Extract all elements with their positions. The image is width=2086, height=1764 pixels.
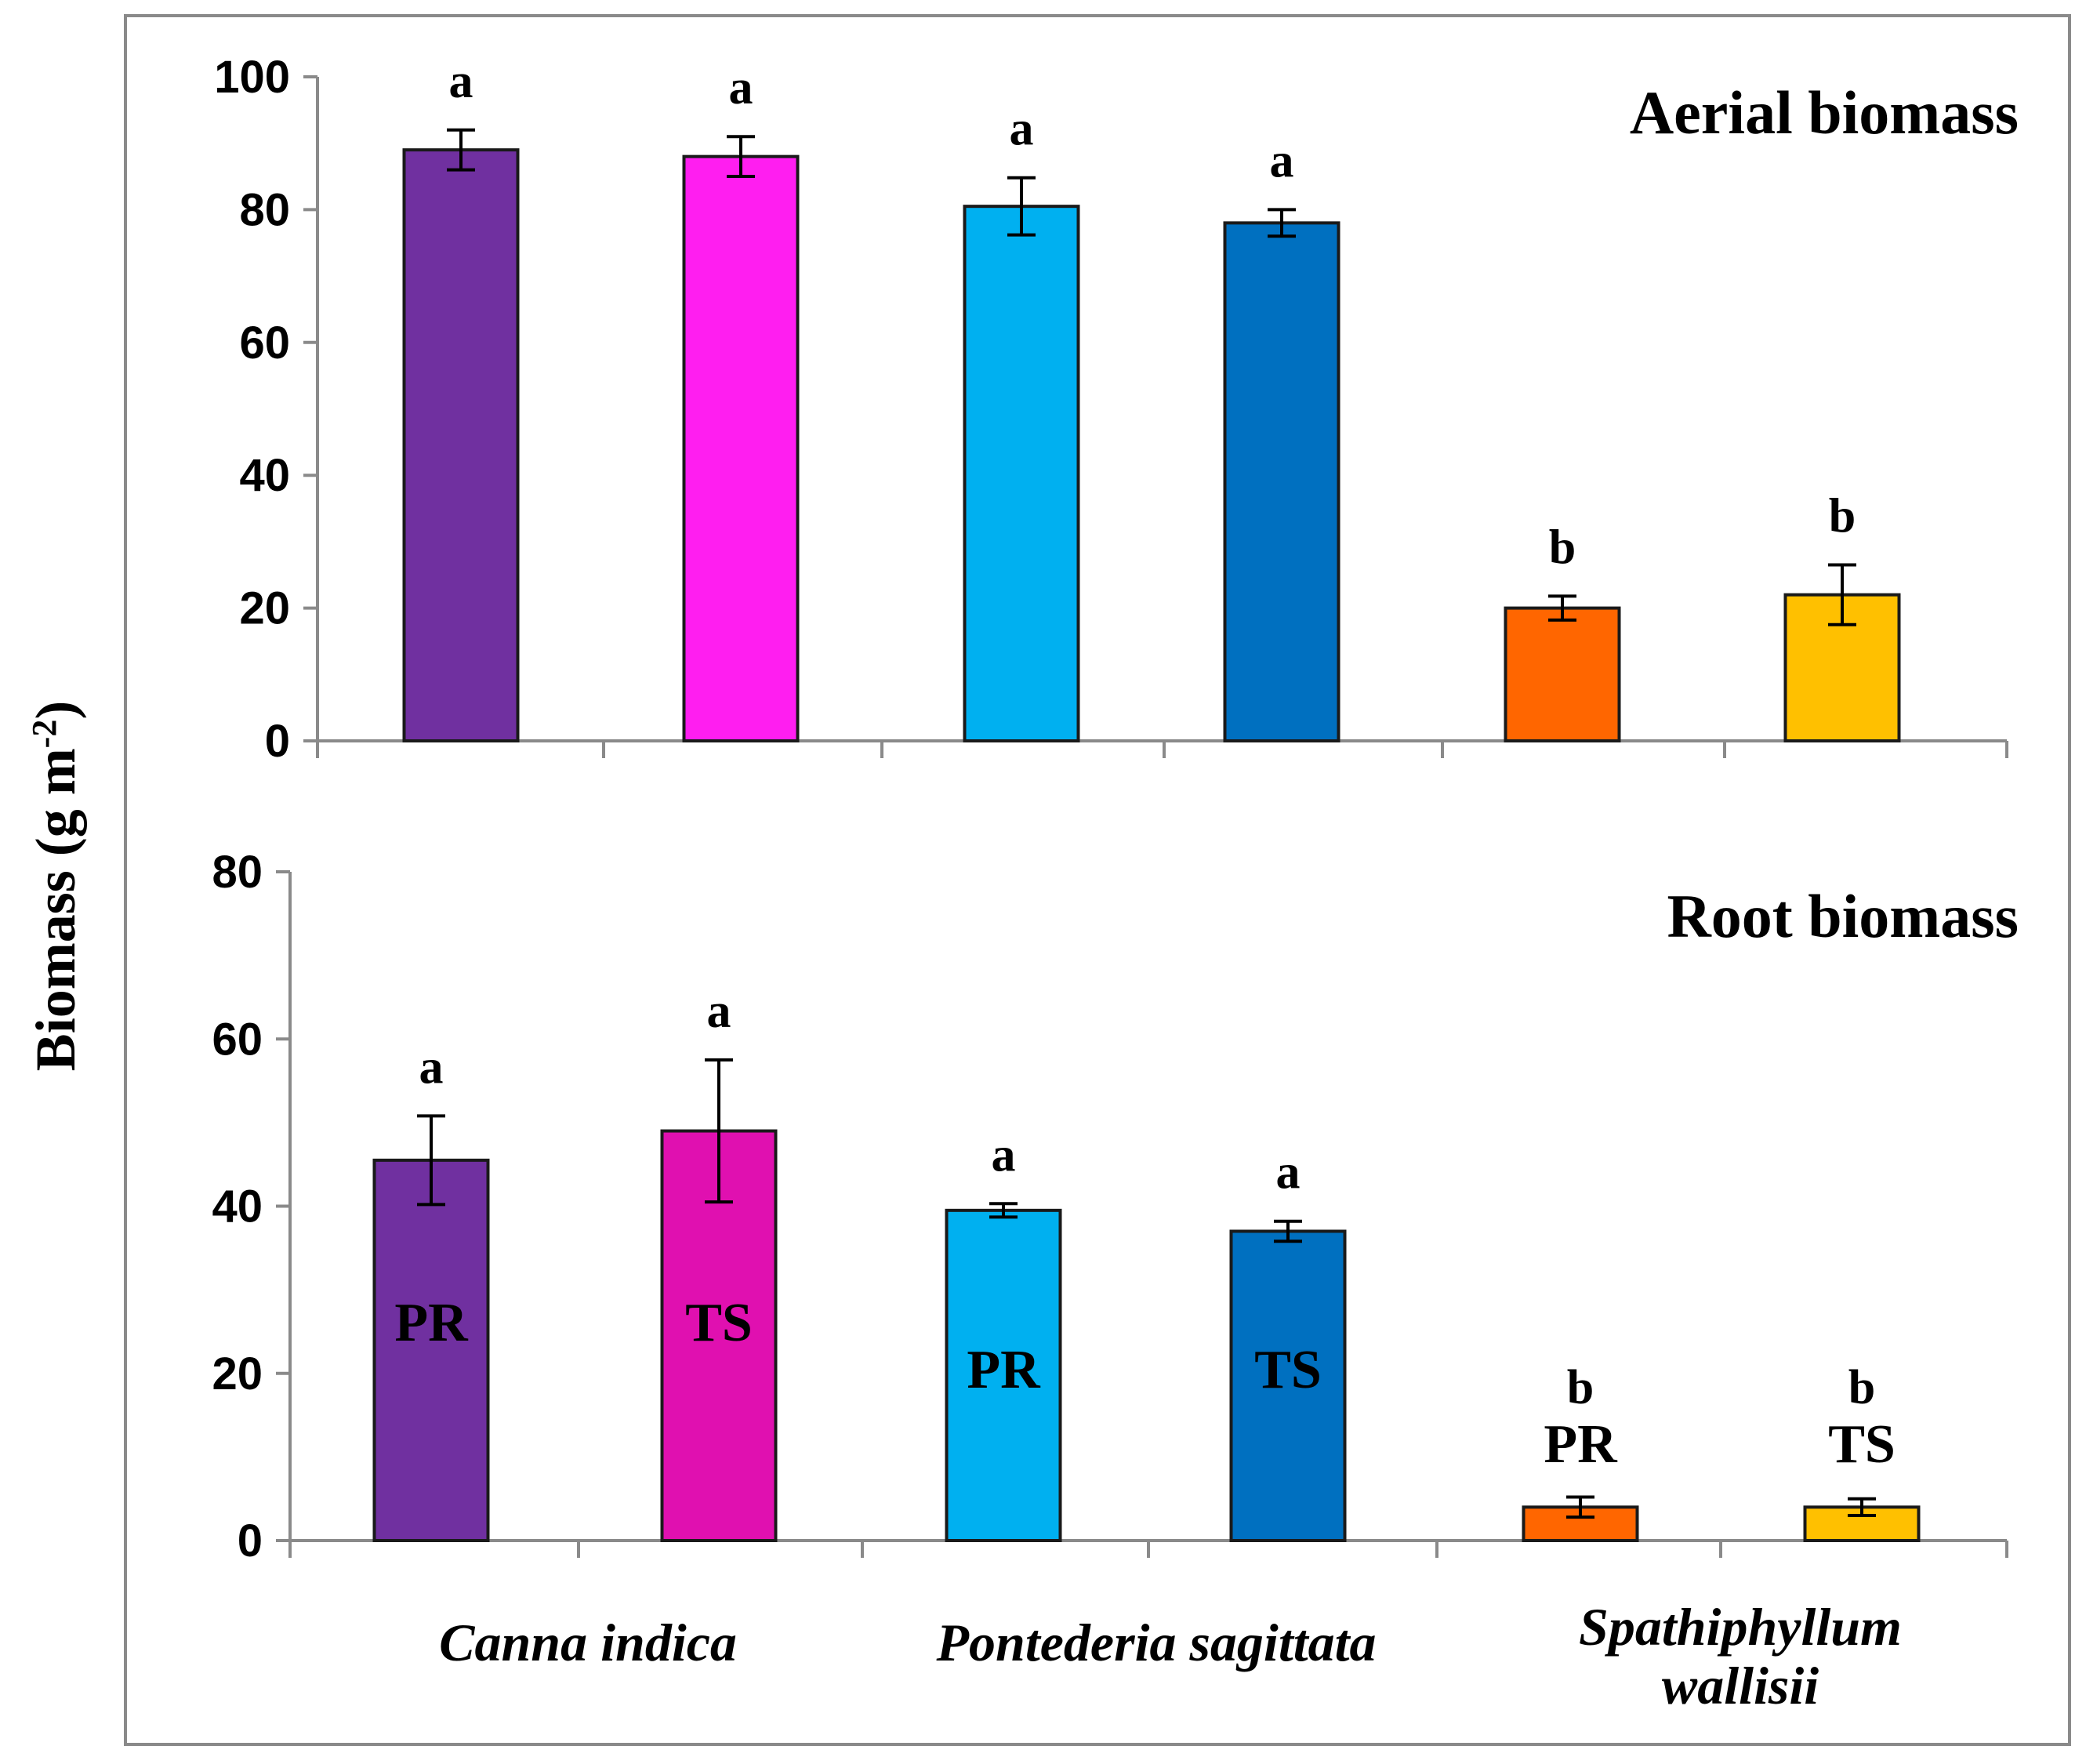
aerial-significance-letter-5: b bbox=[1549, 521, 1576, 574]
root-treatment-label-5: PR bbox=[1544, 1414, 1618, 1475]
root-treatment-label-6: TS bbox=[1828, 1414, 1896, 1475]
root-y-tick-label: 60 bbox=[212, 1014, 263, 1065]
species-label-3-line-2: wallisii bbox=[1662, 1656, 1819, 1715]
species-label-3-line-1: Spathiphyllum bbox=[1579, 1597, 1902, 1657]
y-axis-label-close: ) bbox=[24, 701, 87, 720]
root-y-tick-label: 0 bbox=[238, 1515, 263, 1566]
species-label-1: Canna indica bbox=[439, 1613, 737, 1672]
root-bar-3 bbox=[945, 1208, 1062, 1543]
y-axis-label: Biomass (g m-2) bbox=[24, 701, 87, 1072]
root-panel-title: Root biomass bbox=[1667, 882, 2019, 950]
root-bar-1 bbox=[372, 1158, 490, 1542]
root-significance-letter-6: b bbox=[1848, 1361, 1875, 1414]
root-y-tick-label: 80 bbox=[212, 847, 263, 898]
root-y-tick-label: 40 bbox=[212, 1181, 263, 1232]
root-significance-letter-1: a bbox=[419, 1040, 444, 1094]
aerial-y-tick-label: 0 bbox=[265, 716, 290, 767]
root-significance-letter-4: a bbox=[1276, 1146, 1301, 1200]
root-significance-letter-5: b bbox=[1567, 1361, 1594, 1414]
root-significance-letter-3: a bbox=[992, 1128, 1016, 1181]
root-y-tick-label: 20 bbox=[212, 1348, 263, 1399]
aerial-significance-letter-1: a bbox=[449, 55, 473, 108]
aerial-bar-4 bbox=[1223, 221, 1340, 742]
aerial-panel-title: Aerial biomass bbox=[1630, 78, 2019, 147]
root-significance-letter-2: a bbox=[707, 985, 731, 1038]
x-group-labels: Canna indica Pontederia sagittata Spathiph… bbox=[439, 1597, 1902, 1715]
aerial-y-tick-label: 80 bbox=[239, 184, 290, 235]
aerial-bar-5 bbox=[1504, 606, 1621, 742]
root-bar-4 bbox=[1229, 1229, 1347, 1543]
y-axis-label-main: Biomass (g m bbox=[24, 748, 87, 1071]
aerial-y-tick-label: 40 bbox=[239, 450, 290, 501]
aerial-bar-3 bbox=[963, 205, 1080, 743]
root-treatment-label-2: TS bbox=[685, 1293, 753, 1353]
aerial-significance-letter-4: a bbox=[1270, 134, 1294, 187]
root-treatment-label-3: PR bbox=[967, 1340, 1041, 1400]
root-treatment-label-1: PR bbox=[394, 1293, 469, 1353]
aerial-y-tick-label: 20 bbox=[239, 583, 290, 634]
aerial-bar-1 bbox=[402, 148, 520, 743]
root-bar-5 bbox=[1522, 1505, 1639, 1542]
aerial-y-tick-label: 60 bbox=[239, 318, 290, 368]
aerial-y-tick-label: 100 bbox=[214, 52, 290, 103]
root-treatment-label-4: TS bbox=[1254, 1340, 1322, 1400]
species-label-2: Pontederia sagittata bbox=[936, 1613, 1377, 1672]
aerial-significance-letter-3: a bbox=[1010, 103, 1034, 156]
aerial-bar-2 bbox=[682, 154, 800, 742]
y-axis-label-superscript: -2 bbox=[25, 720, 63, 749]
aerial-significance-letter-2: a bbox=[729, 61, 753, 114]
aerial-significance-letter-6: b bbox=[1829, 490, 1856, 543]
aerial-biomass-panel: Aerial biomass 0 20 40 60 80 100 a a a a b b bbox=[214, 52, 2019, 767]
